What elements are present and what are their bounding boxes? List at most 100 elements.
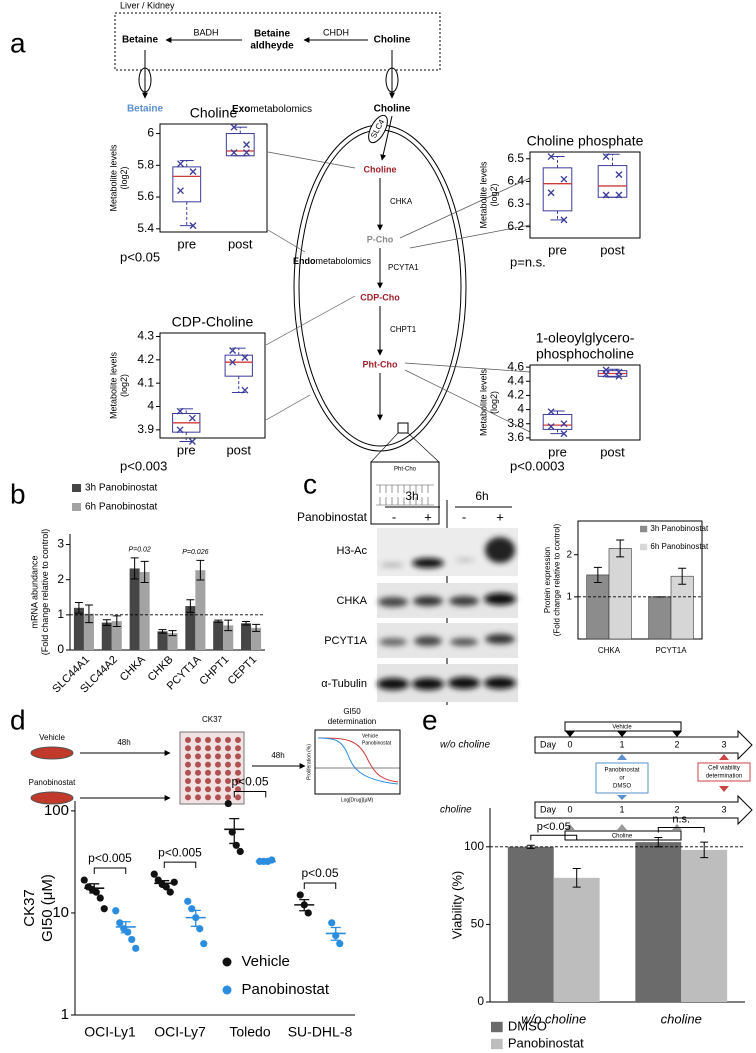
enzyme: CHPT1: [390, 325, 417, 334]
data-point: [560, 175, 568, 183]
y-axis-label: GI50 (μM): [39, 874, 56, 942]
metabolite: P-Cho: [367, 234, 394, 244]
data-point: [547, 423, 555, 431]
connector: [404, 362, 531, 373]
y-axis-label: (log2): [489, 183, 499, 206]
x-tick-label: OCI-Ly7: [154, 1024, 206, 1040]
well: [225, 745, 231, 752]
data-point: [184, 897, 192, 905]
error-bar: [112, 615, 121, 627]
connector: [404, 369, 531, 433]
legend-label: DMSO: [508, 1018, 547, 1033]
bar: [111, 621, 122, 650]
y-tick-label: 4.2: [507, 388, 524, 402]
chart-title: phosphocholine: [536, 346, 634, 362]
data-point: [177, 187, 184, 195]
inset-label: Pht-Cho: [394, 467, 417, 473]
data-point: [547, 189, 555, 197]
error-bar: [168, 630, 177, 637]
band: [412, 678, 444, 690]
y-tick-label: 50: [471, 917, 485, 931]
treatment-text: or: [619, 776, 624, 782]
well: [215, 778, 221, 784]
y-axis-label: (log2): [119, 166, 129, 189]
data-point: [80, 876, 88, 884]
data-point: [176, 426, 184, 434]
p-value: p<0.003: [120, 458, 167, 473]
bar: [553, 877, 600, 1002]
data-point: [188, 438, 196, 445]
y-axis-label: Protein expression: [543, 547, 552, 613]
well: [185, 794, 191, 801]
mini-curve: [317, 737, 399, 785]
error-bar: [593, 566, 602, 584]
panel-label: a: [10, 27, 26, 58]
x-tick-label: PCYT1A: [655, 646, 687, 655]
zoom-line: [407, 432, 440, 463]
y-tick-label: 0: [57, 642, 64, 656]
panel-label: e: [422, 704, 438, 735]
membrane-inset: [370, 461, 440, 525]
significance-label: n.s.: [672, 813, 690, 825]
zoom-line: [370, 432, 399, 463]
well: [235, 769, 241, 776]
p-value: p=n.s.: [510, 254, 546, 269]
bar: [608, 548, 632, 640]
organ-box: [114, 12, 441, 71]
lipid-bilayer: [376, 484, 434, 506]
band: [377, 678, 409, 690]
metabolite: Betaine: [254, 29, 291, 40]
well: [215, 769, 221, 776]
day-label: Day: [540, 804, 557, 814]
well: [215, 737, 221, 743]
well: [225, 786, 231, 793]
well: [185, 786, 191, 793]
incubation-label: 48h: [271, 751, 284, 760]
y-axis-label: (log2): [489, 391, 499, 414]
significance-label: p<0.05: [301, 866, 338, 880]
panel-label: c: [303, 468, 317, 499]
well: [185, 745, 191, 752]
x-tick-label: post: [600, 444, 625, 459]
well: [235, 737, 241, 743]
y-tick-label: 6: [147, 126, 154, 140]
day-label: Day: [540, 739, 557, 749]
metabolite: CDP-Cho: [360, 292, 400, 302]
well: [195, 794, 201, 801]
treatment-label: Panobinostat: [297, 510, 368, 524]
day: 0: [567, 739, 572, 749]
mini-ylabel: Proliferation (%): [306, 744, 312, 780]
data-point: [229, 358, 237, 366]
enzyme: PCYTA1: [388, 263, 419, 272]
well: [205, 794, 211, 801]
bar: [139, 571, 150, 650]
error-bar: [700, 841, 709, 859]
legend-swatch: [640, 543, 648, 551]
error-bar: [140, 560, 149, 584]
organ-label: Liver / Kidney: [120, 0, 175, 10]
band: [414, 636, 442, 646]
connector: [267, 229, 306, 253]
legend-label: 3h Panobinostat: [650, 524, 709, 533]
readout-marker: [719, 754, 729, 760]
data-point: [336, 940, 344, 948]
band: [485, 634, 515, 644]
plate: [179, 731, 245, 805]
y-tick-label: 4.3: [137, 329, 154, 343]
data-point: [229, 347, 237, 354]
well: [205, 769, 211, 776]
time-arrow: [534, 729, 753, 761]
bar: [681, 849, 728, 1002]
y-tick-label: 3.8: [507, 416, 524, 430]
day: 1: [619, 804, 624, 814]
significance-bracket: [233, 791, 267, 798]
error-bar: [229, 817, 240, 845]
data-point: [112, 907, 120, 915]
y-tick-label: 1: [566, 591, 572, 602]
bar: [648, 596, 672, 640]
condition-label: Panobinostat: [29, 778, 76, 787]
legend-marker: [222, 985, 232, 995]
bar: [83, 613, 94, 650]
